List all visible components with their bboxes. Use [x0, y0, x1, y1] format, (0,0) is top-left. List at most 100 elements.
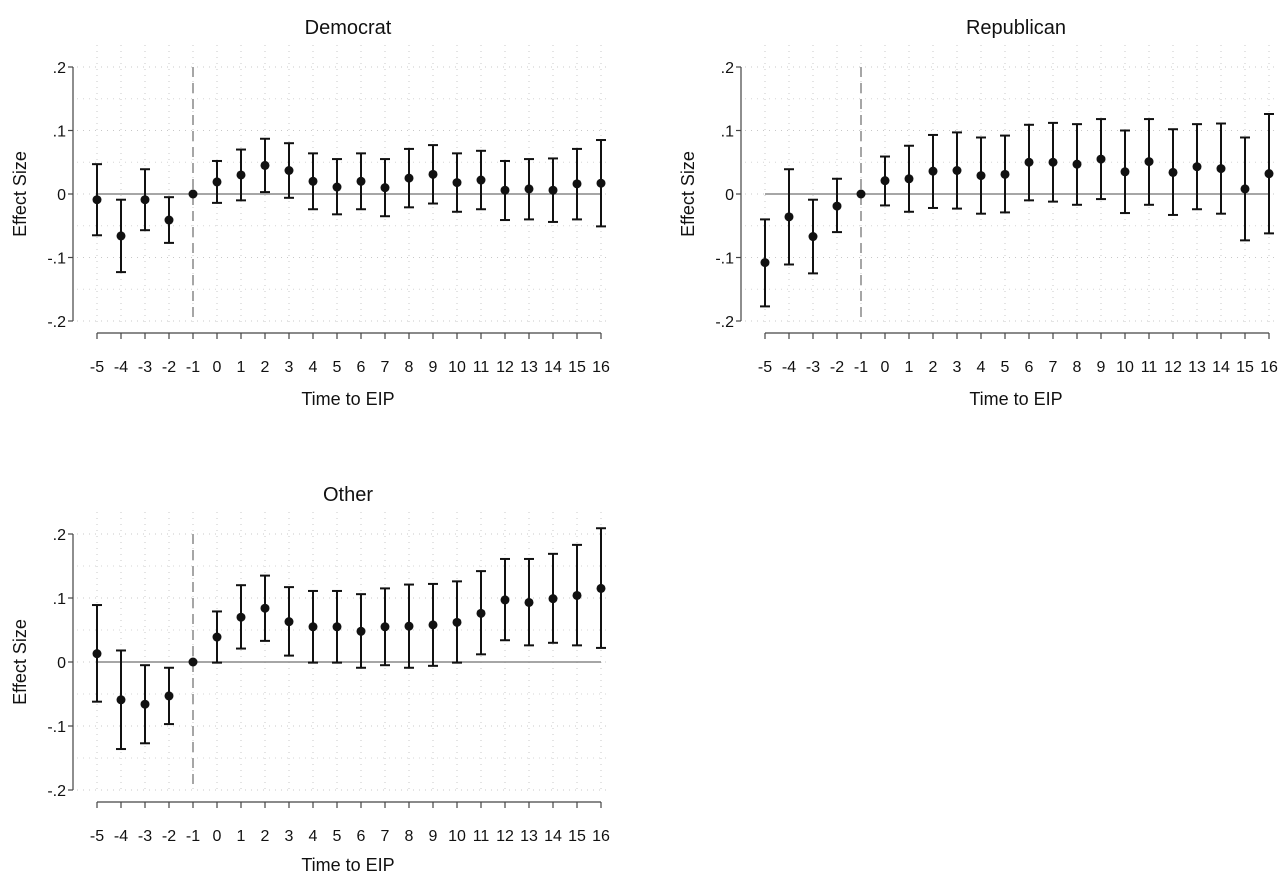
- estimate-point: [452, 617, 462, 627]
- x-tick-label: 0: [881, 359, 890, 376]
- estimate-point: [1048, 157, 1058, 167]
- estimate-point: [236, 612, 246, 622]
- chart-panel-other: .2.1 0 -.1 -.2 -5 -4 -3 -2 -1 0 1 2 3 4 5 6 7 8 9 10 11 12 13 1…: [0, 468, 640, 875]
- x-tick-label: 11: [473, 359, 490, 376]
- x-tick-label: 10: [1116, 359, 1134, 376]
- estimate-point: [1192, 162, 1202, 172]
- x-tick-label: 0: [213, 359, 222, 376]
- estimate-point: [332, 622, 342, 632]
- estimate-point: [452, 178, 462, 188]
- x-tick-label: 10: [448, 828, 466, 845]
- estimate-point: [548, 185, 558, 195]
- estimate-point: [952, 166, 962, 176]
- x-tick-label: 2: [929, 359, 938, 376]
- x-tick-label: 2: [261, 828, 270, 845]
- y-tick-label: .2: [721, 60, 734, 77]
- x-tick-label: -2: [162, 359, 176, 376]
- x-tick-label: 15: [1236, 359, 1254, 376]
- estimate-point: [380, 183, 390, 193]
- x-tick-label: -5: [758, 359, 772, 376]
- x-tick-label: 12: [1164, 359, 1182, 376]
- x-tick-label: 3: [285, 359, 294, 376]
- estimate-point: [260, 603, 270, 613]
- chart-title: Democrat: [305, 17, 392, 39]
- x-tick-label: 6: [1025, 359, 1034, 376]
- estimate-point: [1168, 167, 1178, 177]
- x-tick-label: 2: [261, 359, 270, 376]
- y-axis-label: Effect Size: [10, 619, 30, 705]
- estimate-point: [832, 201, 842, 211]
- x-tick-label: 14: [1212, 359, 1230, 376]
- x-tick-label: -2: [162, 828, 176, 845]
- chart-svg: .2.10-.1-.2-5 -4 -3 -2 -1 0 1 2 3 4 5 6 7 8 9 10 11 12 13 1…: [10, 484, 610, 875]
- x-tick-label: -1: [854, 359, 868, 376]
- x-tick-label: 9: [429, 828, 438, 845]
- estimate-point: [284, 617, 294, 627]
- y-tick-label: .2: [53, 527, 66, 544]
- estimate-point: [760, 258, 770, 268]
- estimate-point: [188, 189, 198, 199]
- x-tick-label: 9: [1097, 359, 1106, 376]
- estimate-point: [904, 174, 914, 184]
- estimate-point: [476, 608, 486, 618]
- x-tick-label: 3: [953, 359, 962, 376]
- x-tick-label: 0: [213, 828, 222, 845]
- y-tick-label: -.1: [47, 719, 66, 736]
- estimate-point: [356, 176, 366, 186]
- estimate-point: [380, 622, 390, 632]
- x-tick-label: -4: [782, 359, 796, 376]
- chart-title: Other: [323, 484, 373, 506]
- estimate-point: [976, 171, 986, 181]
- estimate-point: [572, 590, 582, 600]
- x-tick-label: 16: [592, 359, 610, 376]
- chart-title: Republican: [966, 17, 1066, 39]
- x-tick-label: 12: [496, 359, 514, 376]
- x-tick-label: 16: [592, 828, 610, 845]
- estimate-point: [284, 166, 294, 176]
- estimate-point: [116, 231, 126, 241]
- x-axis-label: Time to EIP: [969, 389, 1062, 409]
- x-tick-label: -3: [138, 828, 152, 845]
- estimate-point: [260, 160, 270, 170]
- x-axis-label: Time to EIP: [301, 855, 394, 873]
- x-tick-label: 7: [381, 359, 390, 376]
- estimate-point: [164, 691, 174, 701]
- x-tick-label: -5: [90, 828, 104, 845]
- estimate-point: [212, 177, 222, 187]
- estimate-point: [1264, 169, 1274, 179]
- y-tick-label: -.2: [715, 314, 734, 331]
- estimate-point: [140, 699, 150, 709]
- y-tick-label: 0: [57, 187, 66, 204]
- y-tick-label: .1: [721, 124, 734, 141]
- x-tick-label: -4: [114, 359, 128, 376]
- x-tick-label: 14: [544, 828, 562, 845]
- x-tick-label: -1: [186, 359, 200, 376]
- x-tick-label: -2: [830, 359, 844, 376]
- x-tick-label: 1: [237, 828, 246, 845]
- x-axis-label: Time to EIP: [301, 389, 394, 409]
- estimate-point: [404, 621, 414, 631]
- x-tick-label: 6: [357, 359, 366, 376]
- estimate-point: [356, 626, 366, 636]
- x-tick-label: 5: [1001, 359, 1010, 376]
- y-tick-label: -.2: [47, 314, 66, 331]
- estimate-point: [548, 594, 558, 604]
- x-tick-label: 16: [1260, 359, 1278, 376]
- estimate-point: [92, 195, 102, 205]
- y-tick-label: -.1: [715, 251, 734, 268]
- estimate-point: [1024, 157, 1034, 167]
- x-tick-label: 8: [405, 359, 414, 376]
- y-tick-label: .1: [53, 591, 66, 608]
- estimate-point: [1120, 167, 1130, 177]
- x-tick-label: 7: [381, 828, 390, 845]
- x-tick-label: 4: [309, 359, 318, 376]
- x-tick-label: 4: [309, 828, 318, 845]
- estimate-point: [524, 597, 534, 607]
- x-tick-label: 14: [544, 359, 562, 376]
- estimate-point: [1216, 164, 1226, 174]
- y-tick-label: 0: [57, 655, 66, 672]
- x-tick-label: 12: [496, 828, 514, 845]
- x-tick-label: -5: [90, 359, 104, 376]
- x-tick-label: 13: [520, 828, 538, 845]
- estimate-point: [1240, 184, 1250, 194]
